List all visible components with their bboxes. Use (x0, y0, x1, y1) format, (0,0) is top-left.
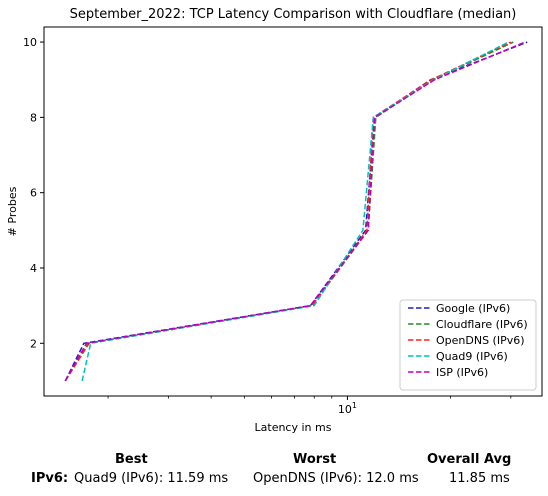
legend-label: OpenDNS (IPv6) (436, 334, 525, 347)
best-value: Quad9 (IPv6): 11.59 ms (74, 471, 229, 486)
legend-label: Quad9 (IPv6) (436, 350, 508, 363)
x-axis-label: Latency in ms (255, 421, 332, 434)
y-tick-label: 6 (30, 187, 37, 200)
series-line (64, 41, 512, 382)
worst-value: OpenDNS (IPv6): 12.0 ms (253, 471, 419, 486)
legend-label: Cloudflare (IPv6) (436, 318, 528, 331)
row-label: IPv6: (31, 471, 69, 486)
plot-frame (43, 26, 543, 397)
series-layer (64, 41, 528, 382)
legend: Google (IPv6) Cloudflare (IPv6) OpenDNS (I… (399, 299, 537, 391)
worst-header: Worst (293, 452, 337, 467)
y-tick-label: 10 (23, 36, 37, 49)
x-tick-label: 101 (338, 401, 357, 416)
plot-area (43, 26, 543, 397)
legend-label: ISP (IPv6) (436, 366, 488, 379)
y-tick-label: 2 (30, 337, 37, 350)
chart: September_2022: TCP Latency Comparison w… (6, 7, 543, 434)
chart-title: September_2022: TCP Latency Comparison w… (70, 7, 517, 22)
y-tick-label: 4 (30, 262, 37, 275)
y-axis: 2 4 6 8 10 (23, 36, 44, 350)
series-line (64, 41, 526, 382)
summary-table: Best Worst Overall Avg IPv6: Quad9 (IPv6… (0, 448, 548, 496)
y-tick-label: 8 (30, 111, 37, 124)
legend-box (399, 299, 537, 391)
y-axis-label: # Probes (6, 186, 19, 236)
x-axis: 101 (107, 396, 512, 416)
legend-label: Google (IPv6) (436, 302, 510, 315)
best-header: Best (115, 452, 148, 467)
avg-value: 11.85 ms (449, 471, 510, 486)
avg-header: Overall Avg (427, 452, 512, 467)
